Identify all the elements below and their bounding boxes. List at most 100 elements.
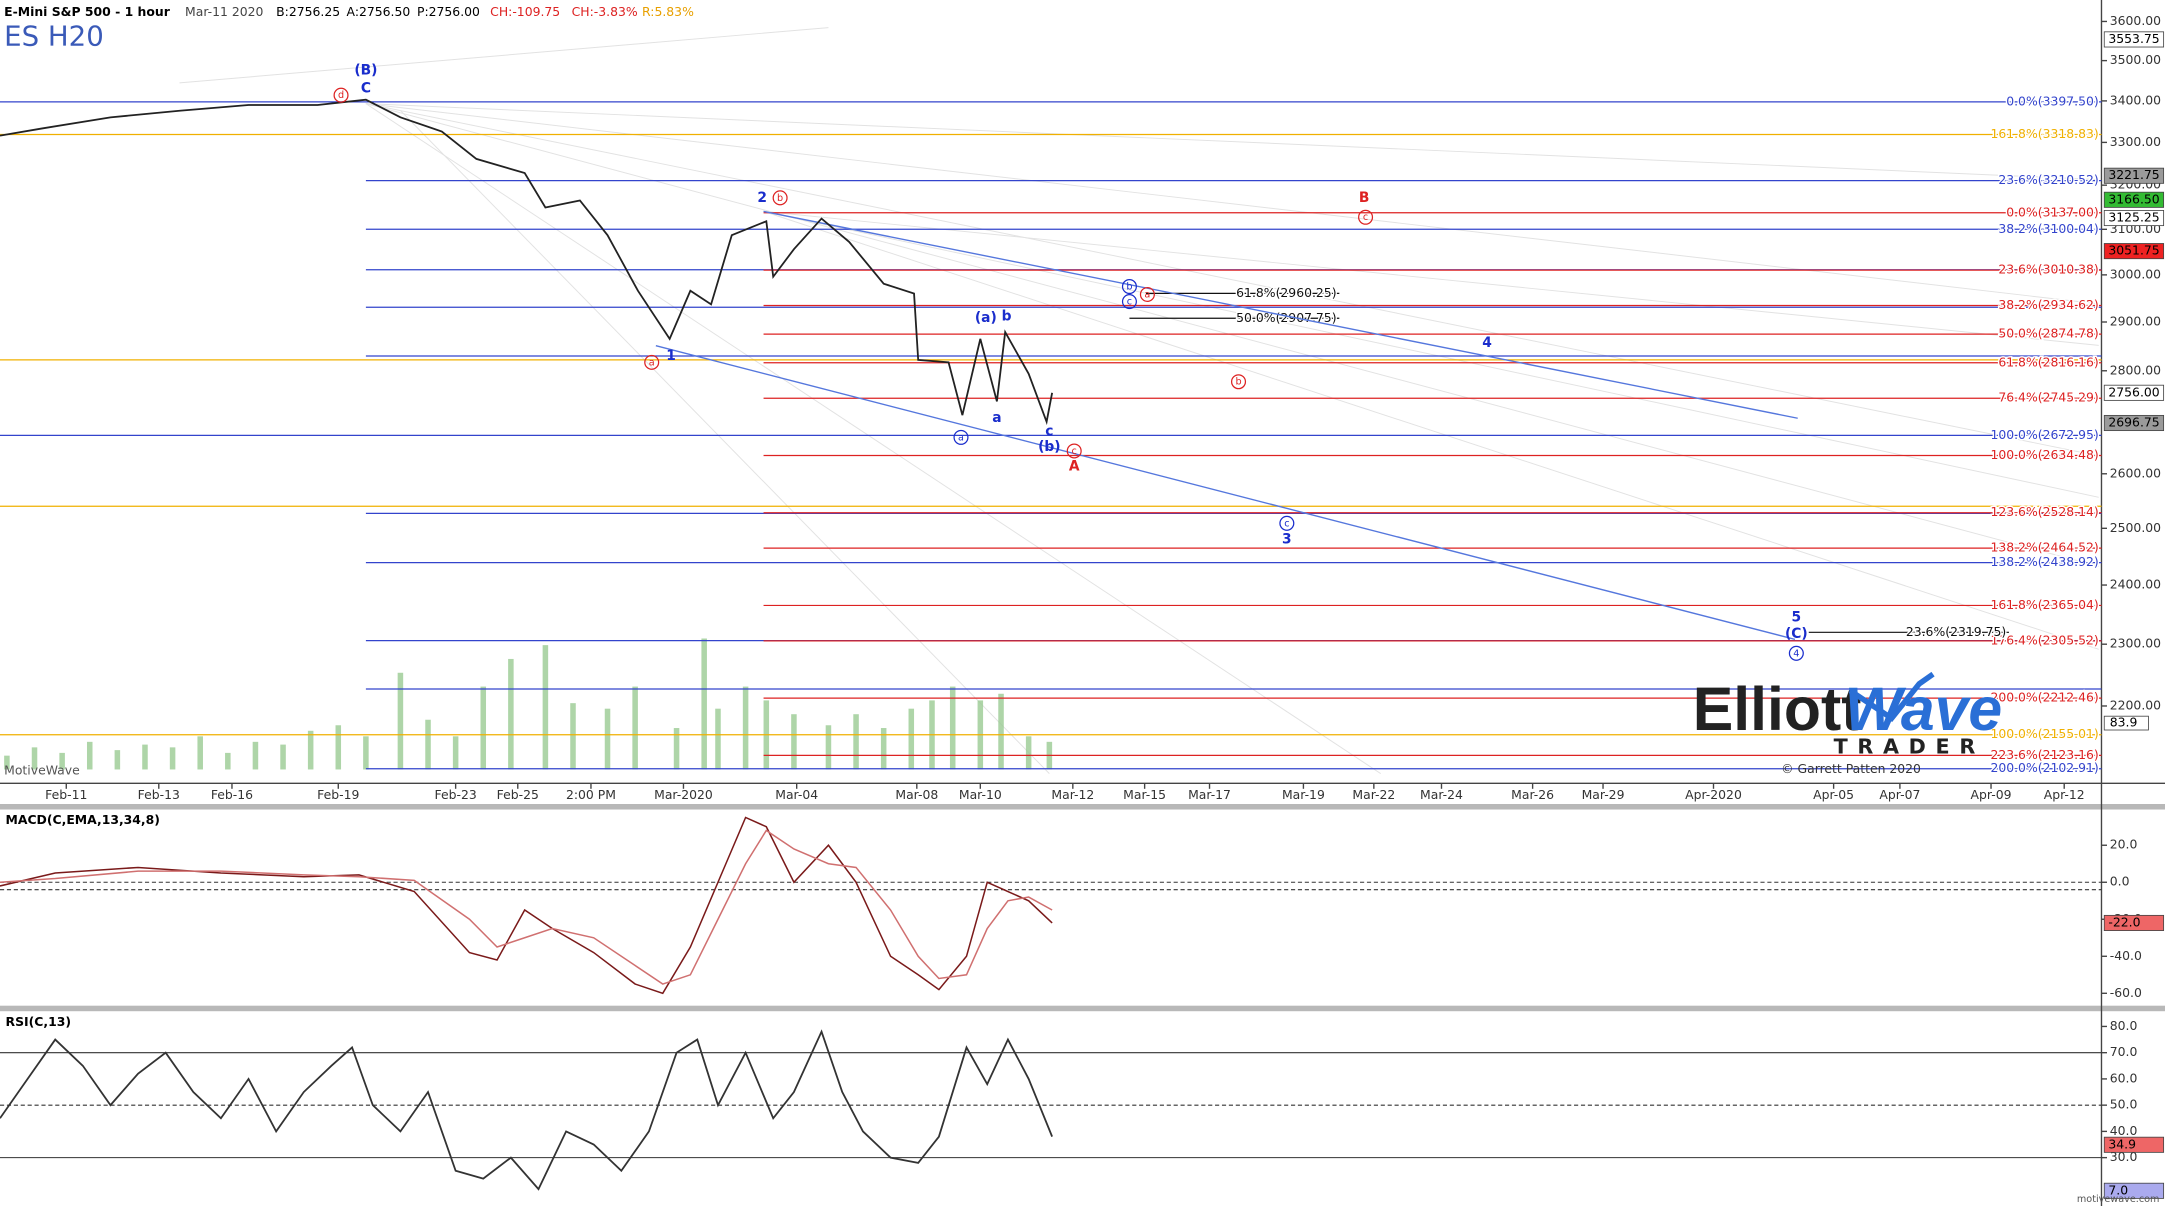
- x-tick-label: Mar-04: [775, 787, 818, 802]
- volume-bar: [335, 725, 342, 770]
- volume-bar: [114, 750, 121, 770]
- price-tag-box: [2103, 167, 2165, 184]
- fib-label: 61.8%(2960.25): [1236, 285, 1336, 300]
- wave-label: 3: [1282, 531, 1292, 547]
- bid: B:2756.25: [276, 4, 340, 19]
- fib-label: 100.0%(2672.95): [1990, 427, 2098, 442]
- fib-label: 123.6%(2528.14): [1990, 504, 2098, 519]
- x-tick-label: Mar-12: [1051, 787, 1094, 802]
- volume-bar: [225, 752, 231, 770]
- volume-bar: [542, 645, 549, 770]
- y-tick-label: 60.0: [2110, 1070, 2138, 1085]
- wave-label: 2: [757, 190, 767, 206]
- y-tick-label: 3000.00: [2110, 266, 2161, 281]
- x-tick-label: Mar-17: [1188, 787, 1231, 802]
- indicator-line: [0, 829, 1053, 985]
- wave-label: c: [1127, 297, 1132, 308]
- x-tick-label: Apr-09: [1971, 787, 2012, 802]
- panel-divider: [0, 804, 2165, 810]
- volume-bar: [280, 744, 286, 770]
- last-price: P:2756.00: [417, 4, 480, 19]
- wave-label: 4: [1793, 648, 1799, 659]
- fib-label: 23.6%(2319.75): [1906, 624, 2006, 639]
- y-tick-label: 3500.00: [2110, 52, 2161, 67]
- fib-label: 223.6%(2123.16): [1990, 747, 2098, 762]
- x-tick-label: Feb-16: [211, 787, 253, 802]
- wave-label: b: [777, 193, 783, 204]
- change-pct: CH:-3.83%: [572, 4, 638, 19]
- volume-bar: [701, 638, 707, 770]
- x-tick-label: Mar-2020: [654, 787, 713, 802]
- fib-label: 161.8%(2365.04): [1990, 597, 2098, 612]
- wave-label: (b): [1038, 439, 1060, 455]
- wave-label: (C): [1785, 626, 1808, 642]
- fib-label: 0.0%(3397.50): [2006, 93, 2098, 108]
- price-tag-box: [2103, 210, 2165, 227]
- wave-circle: [1279, 515, 1295, 531]
- wave-label: b: [1235, 377, 1241, 388]
- x-tick-label: Apr-07: [1879, 787, 1920, 802]
- fib-label: 23.6%(3210.52): [1998, 172, 2098, 187]
- fib-label: 200.0%(2102.91): [1990, 760, 2098, 775]
- wave-label: c: [1045, 424, 1053, 440]
- wave-label: d: [338, 90, 344, 101]
- volume-bar: [908, 708, 915, 770]
- x-tick-label: Mar-10: [959, 787, 1002, 802]
- y-tick-label: 2300.00: [2110, 636, 2161, 651]
- y-tick-label: 2500.00: [2110, 520, 2161, 535]
- y-tick-label: 2400.00: [2110, 577, 2161, 592]
- x-tick-label: Feb-13: [138, 787, 180, 802]
- price-tag-box: [2103, 384, 2165, 401]
- fib-label: 176.4%(2305.52): [1990, 632, 2098, 647]
- price-tag: 3166.50: [2108, 191, 2159, 206]
- price-tag: 3125.25: [2108, 210, 2159, 225]
- wave-label: c: [1284, 518, 1289, 529]
- x-tick-label: 2:00 PM: [566, 787, 616, 802]
- logo-swoosh: [1848, 671, 1935, 723]
- fib-label: 61.8%(2816.16): [1998, 354, 2098, 369]
- volume-bar: [363, 736, 369, 770]
- fib-label: 138.2%(2438.92): [1990, 554, 2098, 569]
- wave-label: B: [1359, 190, 1370, 206]
- y-tick-label: 3300.00: [2110, 134, 2161, 149]
- logo-word: Elliott: [1693, 675, 1862, 743]
- y-tick-label: 70.0: [2110, 1044, 2138, 1059]
- price-tag-box: [2103, 414, 2165, 432]
- volume-bar: [998, 693, 1004, 770]
- panel-title: RSI(C,13): [6, 1014, 72, 1029]
- price-tag-box: [2103, 243, 2165, 260]
- fib-label: 138.2%(2464.52): [1990, 540, 2098, 555]
- x-tick-label: Mar-08: [895, 787, 938, 802]
- fib-label: 0.0%(3137.00): [2006, 204, 2098, 219]
- panel-divider: [0, 1005, 2165, 1012]
- volume-bar: [570, 703, 576, 770]
- volume-bar: [31, 747, 38, 770]
- wave-circle: [1139, 286, 1155, 303]
- price-tag-box: [2103, 1182, 2165, 1199]
- wave-label: a: [958, 432, 964, 443]
- fib-label: 200.0%(2212.46): [1990, 690, 2098, 705]
- fib-label: 38.2%(2934.62): [1998, 297, 2098, 312]
- wave-label: a: [649, 357, 655, 368]
- y-tick-label: -60.0: [2110, 985, 2142, 1000]
- wave-label: (a): [975, 310, 997, 326]
- panel-title: MACD(C,EMA,13,34,8): [6, 812, 160, 827]
- volume-bar: [252, 741, 259, 770]
- volume-bar: [673, 728, 680, 770]
- wave-circle: [1066, 443, 1082, 459]
- volume-bar: [632, 686, 638, 770]
- header: E-Mini S&P 500 - 1 hour Mar-11 2020 B:27…: [4, 4, 2159, 1205]
- volume-bar: [452, 736, 459, 770]
- price-tag: 2756.00: [2108, 384, 2159, 399]
- volume-bar: [59, 752, 65, 770]
- x-tick-label: Mar-19: [1282, 787, 1325, 802]
- y-tick-label: 3400.00: [2110, 92, 2161, 107]
- volume-bar: [480, 686, 487, 770]
- price-tag: -22.0: [2108, 914, 2140, 929]
- wave-label: 1: [666, 348, 676, 364]
- x-tick-label: Mar-26: [1511, 787, 1554, 802]
- volume-bar: [508, 658, 514, 770]
- wave-label: (B): [354, 63, 377, 79]
- volume-bar: [604, 708, 611, 770]
